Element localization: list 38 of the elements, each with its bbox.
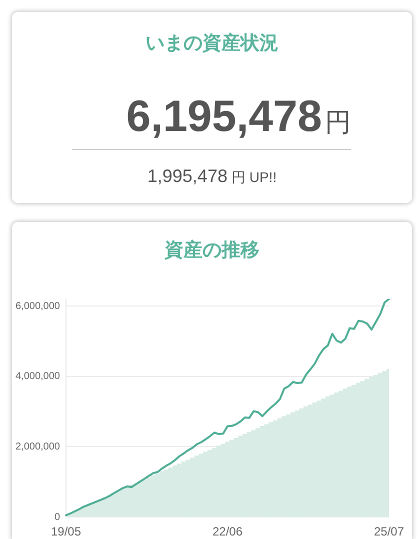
- bar: [338, 390, 344, 517]
- bar: [330, 394, 335, 517]
- bar: [251, 430, 256, 517]
- bar: [168, 467, 174, 517]
- x-tick-label: 25/07: [374, 524, 404, 539]
- bar: [272, 420, 278, 517]
- bar: [268, 422, 274, 517]
- bar: [299, 408, 304, 517]
- bar: [203, 452, 208, 517]
- bar: [155, 473, 160, 517]
- text: 円: [325, 107, 351, 137]
- bar: [234, 438, 239, 517]
- bar: [316, 400, 322, 517]
- x-tick-label: 19/05: [50, 524, 82, 539]
- text: 円 UP!!: [231, 169, 277, 185]
- text: 6,195,478: [126, 92, 322, 141]
- bar: [290, 412, 296, 517]
- text: 1,995,478: [147, 166, 228, 186]
- bar: [364, 378, 370, 517]
- bar: [260, 426, 265, 517]
- y-tick-label: 6,000,000: [16, 300, 60, 312]
- bar: [194, 455, 200, 517]
- bar: [242, 434, 248, 517]
- x-tick-label: 22/06: [212, 524, 243, 539]
- bar: [220, 444, 226, 517]
- bar: [347, 386, 352, 517]
- y-tick-label: 4,000,000: [16, 371, 60, 382]
- bar: [224, 442, 230, 517]
- bar: [176, 464, 182, 517]
- y-tick-label: 0: [54, 512, 60, 523]
- bar: [186, 460, 191, 517]
- chart-title: 資産の推移: [164, 239, 260, 263]
- bar: [308, 404, 313, 517]
- text: いまの資産状況: [144, 32, 280, 56]
- bar: [356, 382, 361, 517]
- bar: [282, 416, 287, 517]
- y-tick-label: 2,000,000: [16, 441, 60, 452]
- bar: [378, 372, 383, 517]
